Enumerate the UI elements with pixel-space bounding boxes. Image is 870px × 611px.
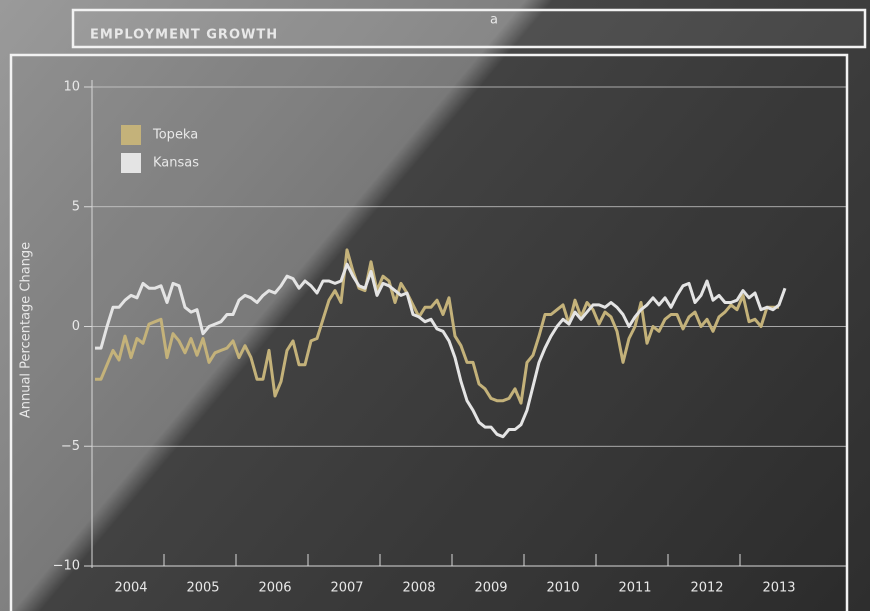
x-tick-label: 2004 bbox=[114, 581, 147, 596]
x-tick-label: 2006 bbox=[258, 581, 291, 596]
y-tick-label: 5 bbox=[72, 199, 80, 214]
page: EMPLOYMENT GROWTH a Annual Percentage Ch… bbox=[0, 0, 870, 611]
x-tick-label: 2013 bbox=[762, 581, 795, 596]
x-tick-label: 2011 bbox=[618, 581, 651, 596]
legend-label: Topeka bbox=[152, 128, 198, 143]
x-tick-label: 2009 bbox=[474, 581, 507, 596]
x-tick-label: 2008 bbox=[402, 581, 435, 596]
x-tick-label: 2012 bbox=[690, 581, 723, 596]
legend-label: Kansas bbox=[153, 156, 199, 171]
y-tick-label: −10 bbox=[53, 559, 80, 574]
title-superscript: a bbox=[490, 13, 498, 28]
y-tick-label: 10 bbox=[63, 80, 80, 95]
chart: EMPLOYMENT GROWTH a Annual Percentage Ch… bbox=[0, 0, 870, 611]
y-tick-label: −5 bbox=[61, 439, 80, 454]
x-tick-label: 2010 bbox=[546, 581, 579, 596]
y-axis-label: Annual Percentage Change bbox=[19, 242, 34, 418]
chart-title: EMPLOYMENT GROWTH bbox=[90, 28, 278, 43]
x-tick-label: 2005 bbox=[186, 581, 219, 596]
legend-swatch bbox=[121, 125, 141, 145]
y-tick-label: 0 bbox=[72, 319, 80, 334]
legend-swatch bbox=[121, 153, 141, 173]
x-tick-label: 2007 bbox=[330, 581, 363, 596]
